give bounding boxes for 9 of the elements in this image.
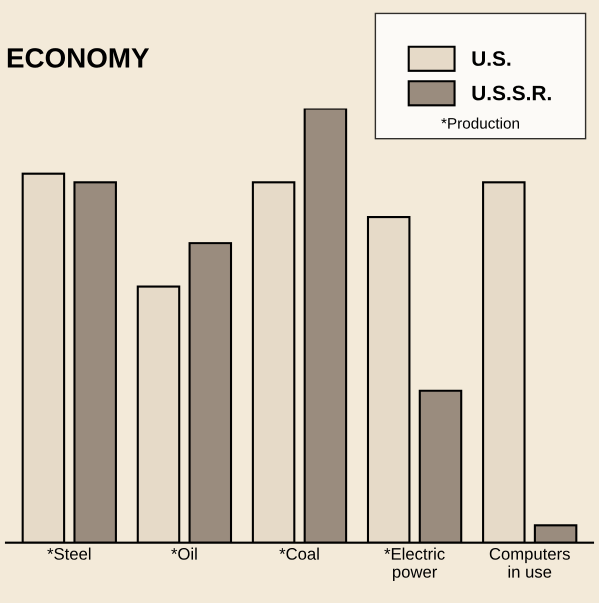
- x-tick-label: *Oil: [171, 548, 197, 560]
- annotation: *Production: [441, 118, 520, 129]
- x-tick-label: Computers in use: [490, 548, 570, 578]
- legend-label: U.S.: [472, 51, 510, 66]
- x-tick-label: *Coal: [279, 548, 319, 560]
- x-tick-label: *Steel: [47, 548, 90, 560]
- x-tick-label: *Electric power: [384, 548, 445, 582]
- legend-label: U.S.S.R.: [472, 86, 551, 100]
- chart-title: ECONOMY: [8, 48, 150, 68]
